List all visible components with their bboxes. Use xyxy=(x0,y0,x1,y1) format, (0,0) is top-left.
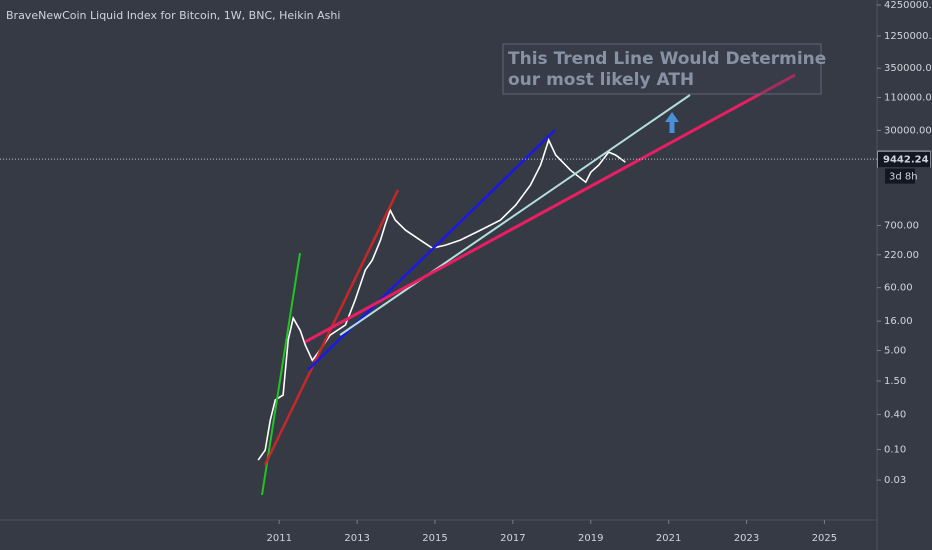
y-tick-label: 30000.00 xyxy=(884,125,932,136)
price-line xyxy=(257,137,626,461)
x-tick-label: 2023 xyxy=(734,533,759,544)
chart-title: BraveNewCoin Liquid Index for Bitcoin, 1… xyxy=(6,9,340,22)
price-label-box xyxy=(878,151,930,168)
y-tick-label: 220.00 xyxy=(884,250,919,261)
y-tick-label: 60.00 xyxy=(884,283,913,294)
x-tick-label: 2013 xyxy=(344,533,369,544)
trend-line xyxy=(261,252,301,496)
trend-line xyxy=(307,129,556,371)
x-tick-label: 2017 xyxy=(500,533,525,544)
x-tick-label: 2015 xyxy=(422,533,447,544)
y-tick-label: 350000.00 xyxy=(884,63,932,74)
x-tick-label: 2025 xyxy=(812,533,837,544)
y-tick-label: 0.40 xyxy=(884,409,906,420)
y-tick-label: 16.00 xyxy=(884,316,913,327)
annotation-text: This Trend Line Would Determine xyxy=(508,49,826,69)
annotation-text: our most likely ATH xyxy=(508,70,694,90)
y-tick-label: 700.00 xyxy=(884,220,919,231)
countdown-box xyxy=(885,168,915,184)
countdown-label: 3d 8h xyxy=(889,172,918,183)
trend-lines xyxy=(261,73,796,496)
y-tick-label: 1.50 xyxy=(884,376,906,387)
y-tick-label: 1250000.00 xyxy=(884,31,932,42)
x-tick-label: 2011 xyxy=(266,533,291,544)
x-tick-label: 2021 xyxy=(656,533,681,544)
annotation-box xyxy=(502,43,822,95)
y-tick-label: 0.03 xyxy=(884,475,906,486)
y-tick-label: 4250000.00 xyxy=(884,0,932,11)
arrow-icon xyxy=(665,112,679,133)
trend-line xyxy=(304,73,796,344)
trend-line xyxy=(339,94,691,336)
y-tick-label: 110000.00 xyxy=(884,92,932,103)
price-label: 9442.24 xyxy=(883,155,929,166)
x-tick-label: 2019 xyxy=(578,533,603,544)
plot xyxy=(257,137,626,461)
y-tick-label: 0.10 xyxy=(884,445,906,456)
y-tick-label: 5.00 xyxy=(884,346,906,357)
